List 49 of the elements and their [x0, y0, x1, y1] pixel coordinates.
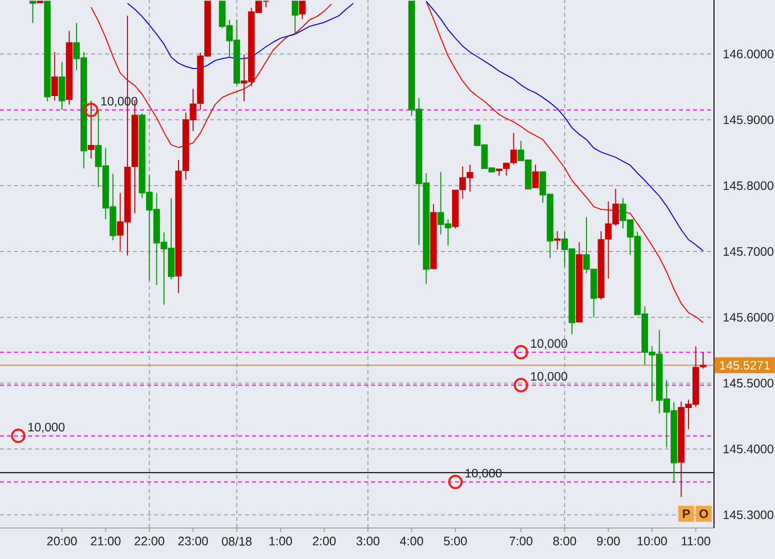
x-tick-label: 2:00: [312, 536, 336, 546]
annotation: P: [682, 509, 690, 518]
candlestick: [510, 132, 517, 166]
x-tick-label: 5:00: [444, 536, 467, 546]
candlestick: [44, 0, 51, 102]
y-tick-label: 145.4000: [724, 444, 774, 454]
annotation: O: [699, 509, 708, 518]
candlestick: [51, 52, 58, 102]
candlestick: [700, 352, 706, 370]
candlestick: [29, 0, 36, 24]
point: [448, 474, 463, 490]
x-tick-label: 1:00: [270, 536, 292, 546]
x-tick-label: 08/18: [222, 536, 252, 546]
x-tick-label: 21:00: [90, 536, 121, 546]
candlestick: [66, 30, 73, 106]
series-label: 10,000: [531, 339, 568, 350]
x-tick-label: 11:00: [682, 536, 710, 546]
x-tick-label: 3:00: [356, 536, 380, 546]
candlestick: [554, 230, 561, 250]
y-tick-label: 145.6000: [724, 312, 774, 322]
y-tick-label: 145.5000: [724, 378, 774, 388]
candlestick: [452, 190, 459, 229]
candlestick: [532, 164, 539, 188]
point: [514, 345, 528, 360]
candlestick: [576, 242, 583, 322]
x-tick-label: 10:00: [638, 536, 667, 546]
x-tick-label: 4:00: [400, 536, 424, 546]
y-tick-label: 146.0000: [724, 50, 774, 58]
x-tick-label: 7:00: [510, 536, 532, 546]
x-tick-label: 9:00: [596, 536, 620, 546]
series-label: 10,000: [531, 372, 568, 382]
candlestick: [299, 0, 306, 20]
candlestick: [58, 61, 66, 110]
x-tick-label: 23:00: [178, 536, 208, 546]
x-tick-label: 22:00: [134, 536, 164, 546]
point: [11, 428, 26, 444]
candlestick: [88, 100, 94, 160]
series-label: 10,000: [28, 422, 65, 433]
y-tick-label: 145.8000: [724, 181, 774, 190]
y-tick-label: 145.9000: [724, 115, 774, 124]
candlestick: [430, 204, 437, 270]
x-tick-label: 8:00: [553, 536, 576, 546]
x-tick-label: 20:00: [47, 536, 77, 546]
ref-line-label: 145.5271: [720, 360, 770, 370]
y-tick-label: 145.7000: [724, 247, 774, 256]
y-tick-label: 145.3000: [724, 510, 774, 520]
candlestick: [292, 0, 298, 35]
point: [514, 378, 528, 392]
point: [84, 102, 98, 118]
